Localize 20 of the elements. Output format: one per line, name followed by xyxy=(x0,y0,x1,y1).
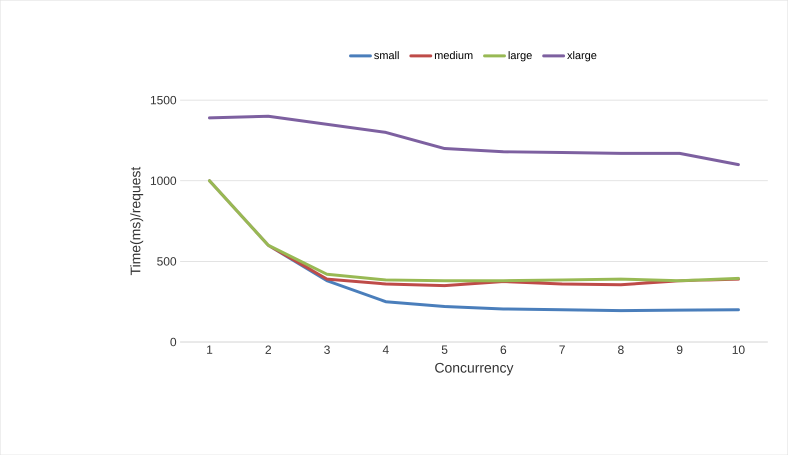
legend-label: large xyxy=(508,51,532,62)
x-tick-label: 1 xyxy=(207,345,212,354)
x-tick-label: 4 xyxy=(382,345,389,354)
x-tick-label: 7 xyxy=(559,345,565,354)
y-tick-label: 1000 xyxy=(150,176,176,185)
x-tick-label: 3 xyxy=(324,345,330,354)
legend-label: small xyxy=(374,51,399,60)
x-tick-label: 2 xyxy=(266,345,271,354)
x-tick-label: 8 xyxy=(618,345,624,354)
y-tick-label: 500 xyxy=(157,257,176,266)
x-tick-label: 5 xyxy=(442,345,448,354)
x-tick-label: 9 xyxy=(676,345,682,354)
legend-label: medium xyxy=(434,51,472,60)
legend-label: xlarge xyxy=(567,51,596,62)
y-tick-label: 0 xyxy=(170,338,176,346)
y-tick-label: 1500 xyxy=(150,96,176,104)
x-axis-title: Concurrency xyxy=(435,362,514,376)
x-tick-label: 10 xyxy=(732,345,745,354)
x-tick-label: 6 xyxy=(500,345,506,354)
y-axis-title: Time(ms)/request xyxy=(130,166,144,276)
